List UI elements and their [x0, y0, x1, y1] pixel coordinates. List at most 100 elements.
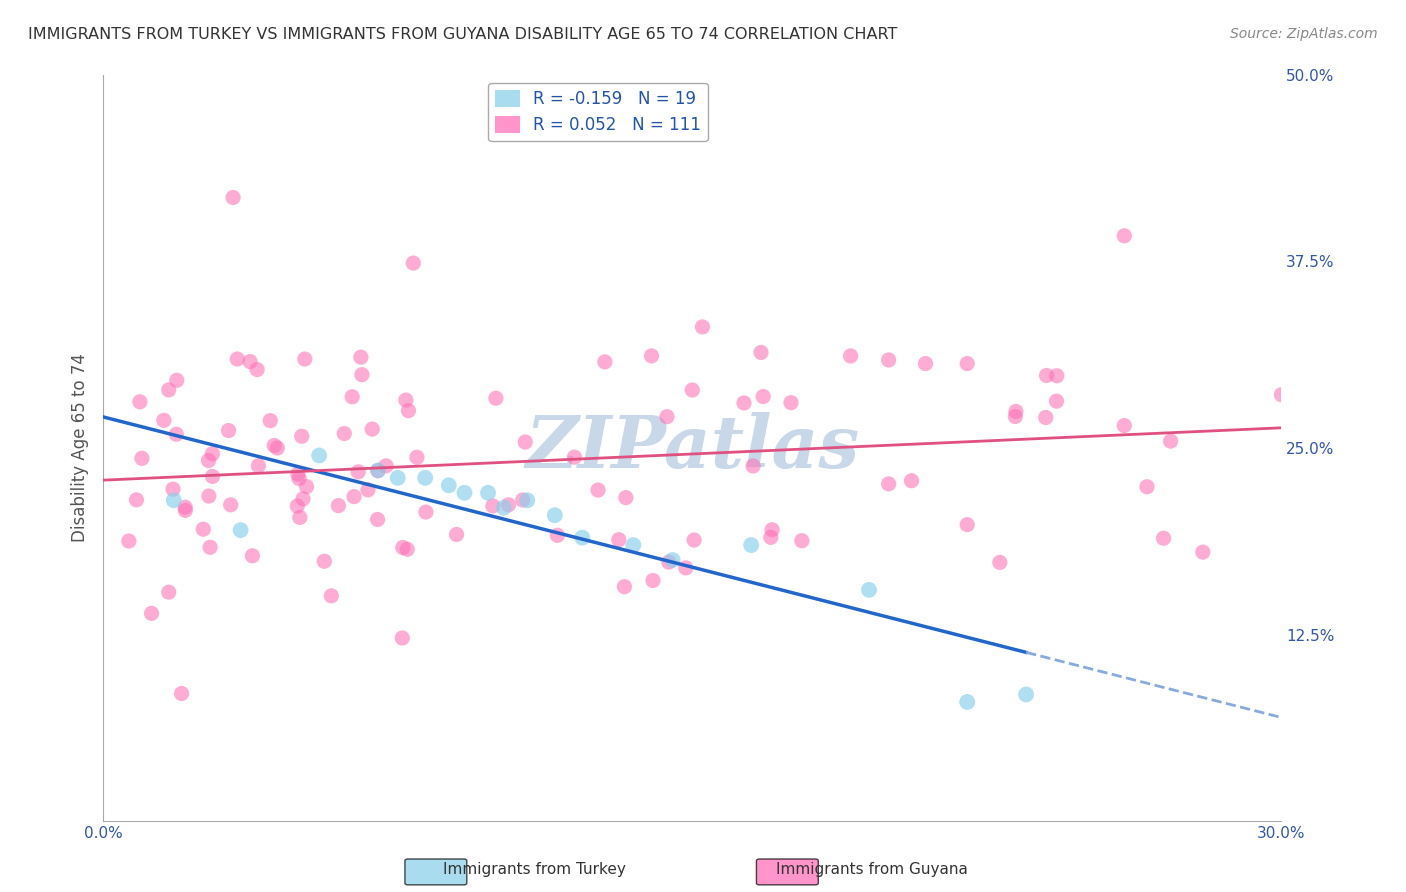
Text: ZIPatlas: ZIPatlas	[526, 412, 859, 483]
Point	[749, 345, 772, 359]
Point	[858, 582, 880, 597]
Point	[163, 493, 186, 508]
Point	[288, 471, 311, 485]
Text: IMMIGRANTS FROM TURKEY VS IMMIGRANTS FROM GUYANA DISABILITY AGE 65 TO 74 CORRELA: IMMIGRANTS FROM TURKEY VS IMMIGRANTS FRO…	[28, 27, 897, 42]
Point	[839, 349, 862, 363]
Point	[564, 450, 586, 465]
Point	[287, 467, 309, 482]
Point	[222, 190, 245, 204]
Point	[398, 403, 420, 417]
Point	[375, 458, 398, 473]
Point	[406, 450, 429, 465]
Point	[229, 523, 252, 537]
Point	[1192, 545, 1215, 559]
Point	[1045, 394, 1067, 409]
Point	[914, 357, 936, 371]
Point	[1035, 410, 1057, 425]
Point	[515, 435, 537, 450]
Point	[226, 352, 249, 367]
Point	[675, 561, 697, 575]
Point	[740, 538, 762, 552]
Point	[198, 541, 221, 555]
Point	[790, 533, 813, 548]
Point	[482, 499, 505, 513]
Point	[291, 429, 314, 443]
Point	[295, 480, 318, 494]
Point	[956, 517, 979, 532]
Point	[516, 493, 538, 508]
Point	[361, 422, 384, 436]
Point	[658, 555, 681, 569]
Point	[396, 542, 419, 557]
Point	[655, 409, 678, 424]
Point	[201, 469, 224, 483]
Point	[218, 424, 240, 438]
Point	[498, 498, 520, 512]
Point	[288, 510, 311, 524]
Point	[437, 478, 460, 492]
Point	[402, 256, 425, 270]
Point	[1153, 531, 1175, 545]
Point	[621, 538, 644, 552]
Point	[193, 522, 215, 536]
Point	[340, 390, 363, 404]
Point	[125, 492, 148, 507]
Point	[367, 464, 389, 478]
Point	[285, 499, 308, 513]
Point	[546, 528, 568, 542]
Point	[614, 491, 637, 505]
Point	[956, 695, 979, 709]
Point	[761, 523, 783, 537]
Point	[1270, 387, 1292, 401]
Point	[266, 441, 288, 455]
Point	[681, 383, 703, 397]
Point	[1114, 228, 1136, 243]
Point	[128, 394, 150, 409]
Point	[413, 471, 436, 485]
Point	[607, 533, 630, 547]
Point	[219, 498, 242, 512]
Point	[141, 607, 163, 621]
Text: Immigrants from Turkey: Immigrants from Turkey	[443, 863, 626, 877]
Point	[477, 485, 499, 500]
Point	[333, 426, 356, 441]
Point	[683, 533, 706, 547]
Point	[391, 541, 413, 555]
Point	[314, 554, 336, 568]
Point	[613, 580, 636, 594]
Text: Source: ZipAtlas.com: Source: ZipAtlas.com	[1230, 27, 1378, 41]
Point	[742, 458, 765, 473]
Point	[1114, 418, 1136, 433]
Point	[485, 391, 508, 405]
Point	[661, 553, 683, 567]
Point	[153, 413, 176, 427]
Point	[544, 508, 567, 523]
Point	[752, 390, 775, 404]
Point	[201, 447, 224, 461]
Point	[242, 549, 264, 563]
Point	[759, 530, 782, 544]
Point	[162, 482, 184, 496]
Point	[350, 368, 373, 382]
Point	[367, 463, 389, 477]
Point	[640, 349, 662, 363]
Point	[328, 499, 350, 513]
Point	[1136, 480, 1159, 494]
Legend: R = -0.159   N = 19, R = 0.052   N = 111: R = -0.159 N = 19, R = 0.052 N = 111	[488, 83, 707, 141]
Point	[308, 449, 330, 463]
Point	[246, 362, 269, 376]
Point	[391, 631, 413, 645]
Point	[877, 353, 900, 368]
Point	[157, 585, 180, 599]
Point	[343, 490, 366, 504]
Point	[1004, 409, 1026, 424]
Point	[239, 354, 262, 368]
Point	[165, 427, 187, 442]
Point	[131, 451, 153, 466]
Point	[1015, 688, 1038, 702]
Point	[292, 491, 315, 506]
Point	[692, 319, 714, 334]
Point	[367, 512, 389, 526]
Point	[387, 471, 409, 485]
Point	[512, 493, 534, 508]
